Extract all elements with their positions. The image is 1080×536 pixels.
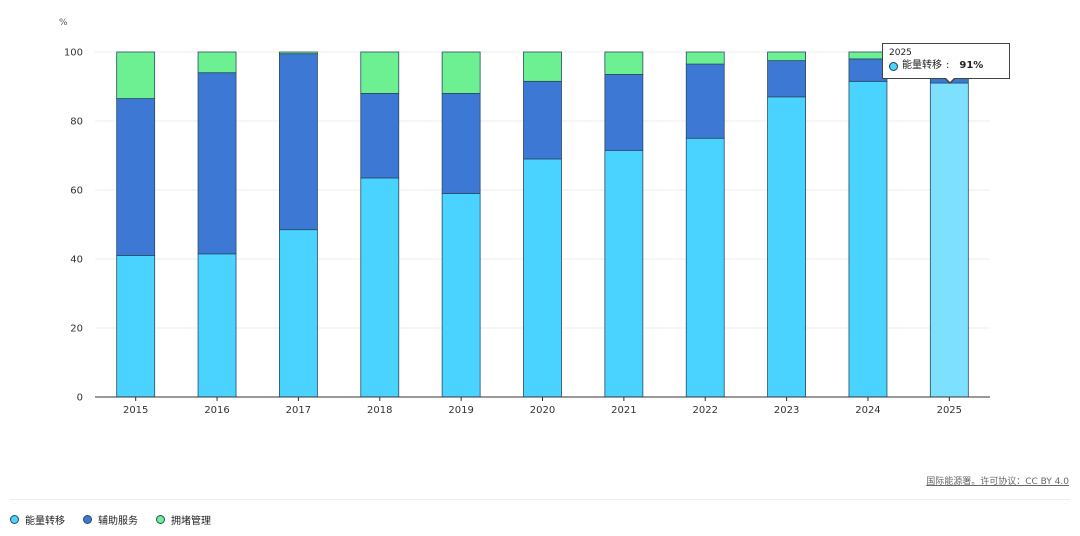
y-tick-label: 100 <box>64 48 83 59</box>
x-tick-label: 2023 <box>774 405 799 416</box>
source-link[interactable]: 国际能源署。许可协议：CC BY 4.0 <box>926 477 1069 487</box>
bar-segment-2018-1[interactable] <box>360 177 400 398</box>
x-tick-label: 2021 <box>611 405 636 416</box>
bar-segment-2016-2[interactable] <box>197 72 237 255</box>
x-tick-label: 2019 <box>448 405 473 416</box>
legend-label: 辅助服务 <box>98 516 138 527</box>
y-tick-label: 80 <box>70 117 83 128</box>
bar-segment-2023-3[interactable] <box>767 51 806 62</box>
tooltip-pointer <box>944 77 956 84</box>
x-tick-label: 2022 <box>693 405 718 416</box>
bar-segment-2023-2[interactable] <box>767 60 806 98</box>
tooltip-year: 2025 <box>889 48 912 58</box>
bar-segment-2018-2[interactable] <box>360 93 400 179</box>
legend: 能量转移 辅助服务 拥堵管理 <box>10 512 211 527</box>
legend-label: 能量转移 <box>25 516 65 527</box>
x-tick-label: 2015 <box>123 405 148 416</box>
bar-segment-2022-3[interactable] <box>685 51 725 65</box>
bar-segment-2024-1[interactable] <box>848 80 888 398</box>
bar-segment-2016-3[interactable] <box>197 51 237 74</box>
bar-segment-2025-1[interactable] <box>929 82 969 398</box>
legend-label: 拥堵管理 <box>171 516 211 527</box>
bar-segment-2015-2[interactable] <box>116 98 156 256</box>
tooltip-series-dot-icon <box>889 61 898 71</box>
y-axis-ticks: 0 20 40 60 80 100 <box>64 48 83 404</box>
bar-segment-2017-1[interactable] <box>279 229 318 398</box>
bar-segment-2021-3[interactable] <box>604 51 644 75</box>
legend-dot-icon <box>83 515 92 524</box>
x-tick-label: 2018 <box>367 405 392 416</box>
legend-divider <box>10 499 1070 500</box>
bar-segment-2015-3[interactable] <box>116 51 156 99</box>
tooltip-separator: : <box>946 60 950 71</box>
x-tick-label: 2016 <box>204 405 229 416</box>
x-axis-ticks: 2015 2016 2017 2018 2019 2020 2021 2022 2023 2024… <box>123 397 962 416</box>
legend-item-congestion-management[interactable]: 拥堵管理 <box>156 512 211 527</box>
bar-segment-2023-1[interactable] <box>767 96 806 398</box>
x-tick-label: 2025 <box>937 405 962 416</box>
bar-segment-2016-1[interactable] <box>197 253 237 398</box>
bar-segment-2021-2[interactable] <box>604 74 644 151</box>
x-tick-label: 2020 <box>530 405 555 416</box>
bar-segment-2019-3[interactable] <box>441 51 481 94</box>
bar-segment-2021-1[interactable] <box>604 149 644 398</box>
bar-segment-2020-2[interactable] <box>523 80 562 160</box>
x-tick-label: 2024 <box>855 405 880 416</box>
y-tick-label: 0 <box>77 393 83 404</box>
bars <box>116 51 969 398</box>
legend-dot-icon <box>156 515 165 524</box>
bar-segment-2022-2[interactable] <box>685 63 725 139</box>
bar-segment-2020-3[interactable] <box>523 51 562 82</box>
tooltip-series-name: 能量转移 <box>902 60 942 71</box>
x-tick-label: 2017 <box>286 405 311 416</box>
bar-segment-2017-2[interactable] <box>279 53 318 231</box>
legend-item-energy-shifting[interactable]: 能量转移 <box>10 512 65 527</box>
y-tick-label: 60 <box>70 186 83 197</box>
bar-segment-2019-2[interactable] <box>441 93 481 194</box>
legend-dot-icon <box>10 515 19 524</box>
bar-segment-2022-1[interactable] <box>685 137 725 398</box>
legend-item-ancillary-services[interactable]: 辅助服务 <box>83 512 138 527</box>
bar-segment-2019-1[interactable] <box>441 193 481 398</box>
tooltip-row: 能量转移: 91% <box>889 59 1003 73</box>
y-axis-unit-label: % <box>59 18 68 28</box>
bar-segment-2017-3[interactable] <box>279 51 318 55</box>
bar-segment-2020-1[interactable] <box>523 158 562 398</box>
tooltip-value: 91% <box>959 60 984 71</box>
bar-segment-2015-1[interactable] <box>116 255 156 398</box>
bar-segment-2018-3[interactable] <box>360 51 400 94</box>
y-tick-label: 20 <box>70 324 83 335</box>
data-tooltip: 2025 能量转移: 91% <box>882 43 1010 84</box>
y-tick-label: 40 <box>70 255 83 266</box>
